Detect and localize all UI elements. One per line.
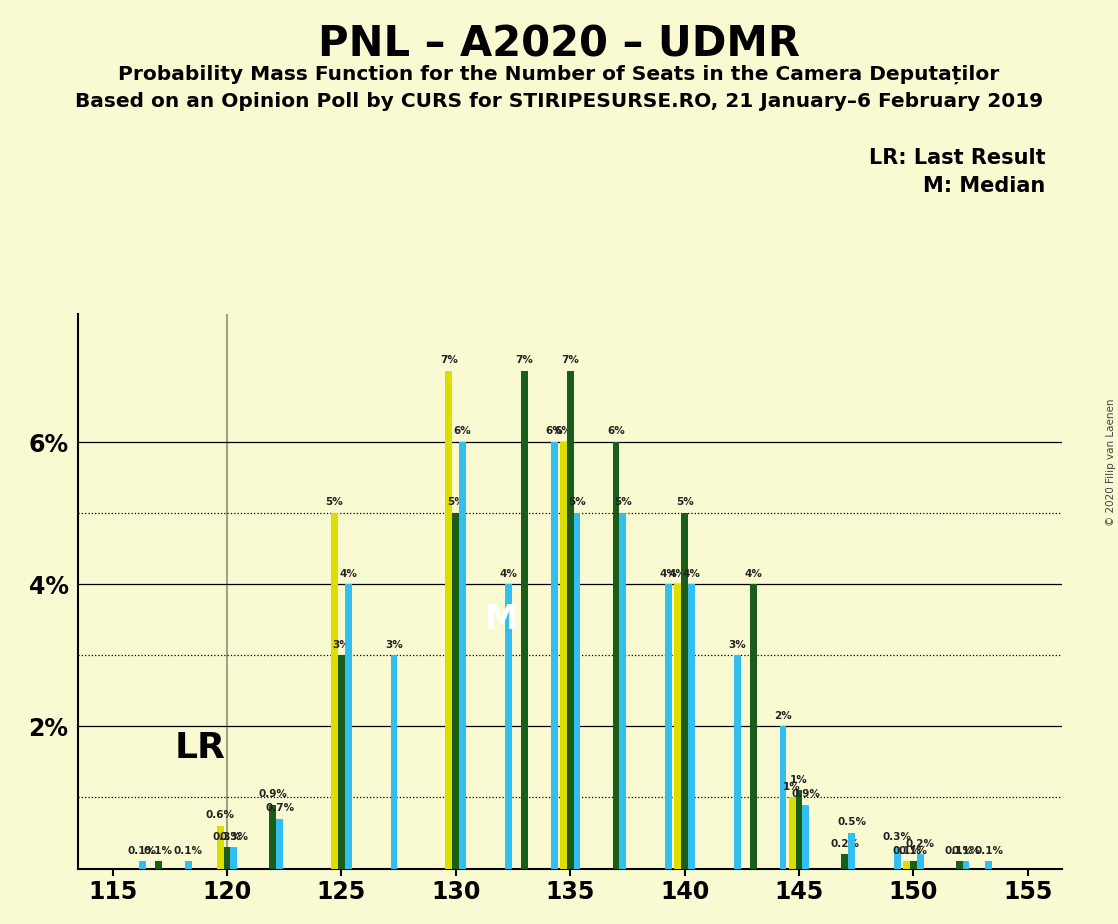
Text: 4%: 4% <box>500 568 518 578</box>
Text: 0.1%: 0.1% <box>975 845 1003 856</box>
Bar <box>750 584 757 869</box>
Text: 0.9%: 0.9% <box>792 789 821 799</box>
Bar <box>338 655 344 869</box>
Text: 7%: 7% <box>440 356 458 365</box>
Text: 0.1%: 0.1% <box>945 845 974 856</box>
Bar <box>445 371 453 869</box>
Text: 6%: 6% <box>546 426 563 436</box>
Text: 0.3%: 0.3% <box>883 832 912 842</box>
Text: 0.1%: 0.1% <box>951 845 980 856</box>
Text: 0.7%: 0.7% <box>265 803 294 813</box>
Bar <box>217 826 224 869</box>
Text: 0.2%: 0.2% <box>906 839 935 848</box>
Text: 4%: 4% <box>669 568 686 578</box>
Bar <box>269 805 276 869</box>
Text: 6%: 6% <box>607 426 625 436</box>
Bar <box>803 805 809 869</box>
Bar <box>276 819 283 869</box>
Bar <box>688 584 695 869</box>
Text: 0.1%: 0.1% <box>144 845 173 856</box>
Text: LR: Last Result: LR: Last Result <box>869 148 1045 168</box>
Bar <box>459 442 466 869</box>
Bar <box>894 847 901 869</box>
Text: 5%: 5% <box>675 497 693 507</box>
Text: PNL – A2020 – UDMR: PNL – A2020 – UDMR <box>318 23 800 65</box>
Bar <box>331 513 338 869</box>
Text: 1%: 1% <box>784 782 800 792</box>
Text: 5%: 5% <box>614 497 632 507</box>
Bar <box>733 655 740 869</box>
Text: 4%: 4% <box>682 568 700 578</box>
Bar <box>567 371 574 869</box>
Bar <box>779 726 786 869</box>
Bar <box>551 442 558 869</box>
Text: 4%: 4% <box>745 568 762 578</box>
Text: 1%: 1% <box>790 774 808 784</box>
Text: 0.9%: 0.9% <box>258 789 287 799</box>
Bar <box>842 855 849 869</box>
Text: 3%: 3% <box>728 639 746 650</box>
Bar <box>155 861 162 869</box>
Text: 6%: 6% <box>454 426 472 436</box>
Bar <box>903 861 910 869</box>
Text: 0.1%: 0.1% <box>892 845 921 856</box>
Text: Based on an Opinion Poll by CURS for STIRIPESURSE.RO, 21 January–6 February 2019: Based on an Opinion Poll by CURS for STI… <box>75 92 1043 112</box>
Bar <box>796 790 803 869</box>
Bar <box>230 847 237 869</box>
Text: 3%: 3% <box>332 639 350 650</box>
Text: 0.3%: 0.3% <box>219 832 248 842</box>
Text: 0.1%: 0.1% <box>899 845 928 856</box>
Bar <box>574 513 580 869</box>
Bar <box>665 584 672 869</box>
Text: M: M <box>485 603 518 637</box>
Bar <box>505 584 512 869</box>
Bar <box>917 855 923 869</box>
Text: 4%: 4% <box>660 568 678 578</box>
Bar <box>985 861 993 869</box>
Bar <box>963 861 969 869</box>
Bar <box>344 584 352 869</box>
Text: 7%: 7% <box>515 356 533 365</box>
Text: 0.5%: 0.5% <box>837 818 866 827</box>
Bar <box>453 513 459 869</box>
Bar <box>224 847 230 869</box>
Text: 5%: 5% <box>325 497 343 507</box>
Bar <box>681 513 688 869</box>
Bar <box>619 513 626 869</box>
Text: 0.1%: 0.1% <box>127 845 157 856</box>
Text: 4%: 4% <box>339 568 357 578</box>
Bar <box>788 797 796 869</box>
Bar <box>849 833 855 869</box>
Text: LR: LR <box>174 732 225 765</box>
Bar <box>910 861 917 869</box>
Bar <box>390 655 397 869</box>
Bar <box>674 584 681 869</box>
Text: 5%: 5% <box>568 497 586 507</box>
Text: 6%: 6% <box>555 426 572 436</box>
Text: © 2020 Filip van Laenen: © 2020 Filip van Laenen <box>1106 398 1116 526</box>
Text: 5%: 5% <box>447 497 465 507</box>
Text: 0.6%: 0.6% <box>206 810 235 821</box>
Text: 7%: 7% <box>561 356 579 365</box>
Bar <box>521 371 528 869</box>
Bar <box>613 442 619 869</box>
Text: Probability Mass Function for the Number of Seats in the Camera Deputaților: Probability Mass Function for the Number… <box>119 65 999 84</box>
Bar <box>139 861 145 869</box>
Text: M: Median: M: Median <box>923 176 1045 196</box>
Bar <box>560 442 567 869</box>
Text: 3%: 3% <box>385 639 402 650</box>
Text: 0.2%: 0.2% <box>831 839 860 848</box>
Text: 0.3%: 0.3% <box>212 832 241 842</box>
Text: 0.1%: 0.1% <box>173 845 202 856</box>
Bar <box>956 861 963 869</box>
Text: 2%: 2% <box>774 711 792 721</box>
Bar <box>184 861 191 869</box>
